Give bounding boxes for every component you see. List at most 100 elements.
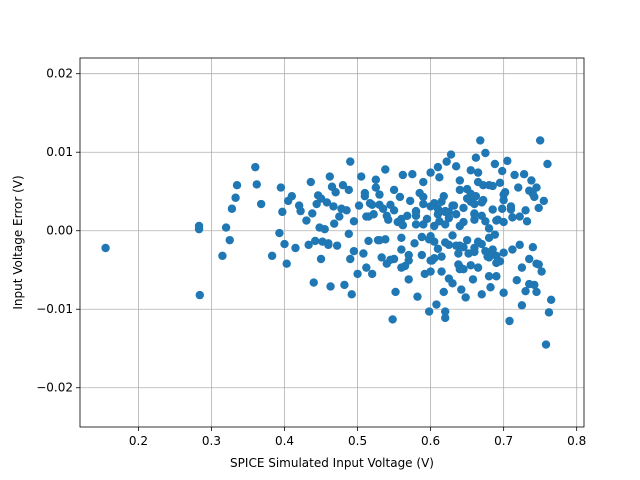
data-point — [359, 249, 368, 258]
data-point — [375, 190, 384, 199]
data-point — [503, 156, 512, 166]
data-point — [316, 194, 326, 203]
data-point — [462, 235, 472, 245]
data-point — [525, 186, 534, 195]
data-point — [316, 254, 326, 264]
data-point — [287, 191, 297, 201]
data-point — [296, 206, 305, 216]
data-point — [522, 217, 532, 226]
data-point — [455, 221, 465, 231]
data-point — [488, 245, 497, 254]
data-point — [335, 212, 344, 221]
data-point — [525, 254, 534, 264]
data-point — [441, 220, 450, 229]
data-point — [346, 254, 355, 264]
data-point — [471, 153, 481, 162]
data-point — [419, 177, 428, 187]
data-point — [419, 192, 428, 202]
data-point — [525, 279, 534, 289]
data-point — [357, 172, 366, 181]
data-point — [397, 214, 406, 224]
data-point — [225, 235, 234, 245]
data-point — [481, 148, 490, 158]
data-point — [514, 183, 523, 192]
data-point — [231, 193, 240, 202]
data-point — [451, 241, 461, 250]
data-point — [388, 315, 397, 324]
data-point — [481, 217, 490, 226]
data-point — [535, 136, 545, 145]
data-point — [466, 189, 475, 199]
data-point — [389, 254, 399, 264]
data-point — [411, 220, 421, 229]
data-point — [495, 178, 505, 188]
data-point — [543, 159, 552, 169]
data-point — [499, 195, 508, 205]
data-point — [532, 287, 541, 297]
data-point — [364, 236, 373, 246]
data-point — [439, 287, 448, 297]
data-point — [477, 198, 486, 207]
data-point — [397, 245, 406, 254]
data-point — [448, 201, 457, 210]
data-point — [430, 254, 439, 263]
data-point — [528, 243, 538, 252]
data-point — [505, 316, 514, 326]
data-point — [375, 235, 384, 245]
data-point — [455, 176, 465, 185]
data-point — [466, 261, 475, 270]
data-point — [546, 295, 556, 305]
data-point — [404, 275, 413, 284]
y-tick-label: −0.02 — [36, 381, 73, 395]
data-point — [405, 196, 415, 206]
data-point — [398, 170, 408, 180]
data-point — [308, 209, 317, 218]
data-point — [346, 157, 355, 166]
data-point — [506, 205, 516, 214]
data-point — [349, 246, 359, 256]
data-point — [426, 232, 435, 241]
data-point — [369, 210, 378, 219]
data-point — [367, 200, 377, 210]
data-point — [532, 183, 541, 192]
plot-frame — [79, 57, 585, 428]
data-point — [473, 263, 483, 272]
data-point — [344, 185, 353, 195]
data-point — [486, 283, 495, 292]
data-point — [541, 340, 551, 349]
data-point — [441, 206, 450, 216]
data-point — [329, 219, 339, 228]
y-axis-label: Input Voltage Error (V) — [11, 175, 25, 309]
data-point — [476, 136, 485, 145]
data-point — [537, 267, 546, 276]
data-point — [484, 233, 494, 242]
data-point — [251, 162, 260, 172]
data-point — [413, 292, 422, 301]
data-point — [389, 206, 399, 215]
data-point — [508, 245, 517, 254]
data-point — [539, 196, 549, 206]
data-point — [381, 165, 390, 174]
data-point — [331, 188, 340, 197]
data-point — [499, 288, 508, 297]
data-point — [256, 199, 266, 209]
data-point — [515, 212, 524, 221]
data-point — [499, 217, 508, 227]
data-point — [497, 204, 507, 213]
data-point — [466, 166, 475, 175]
data-point — [544, 308, 554, 317]
data-point — [377, 253, 386, 262]
data-point — [432, 300, 441, 309]
data-point — [408, 170, 417, 179]
x-tick-label: 0.5 — [348, 434, 367, 448]
data-point — [342, 206, 351, 215]
data-point — [362, 212, 371, 221]
data-point — [517, 263, 527, 272]
data-point — [417, 232, 427, 242]
data-point — [218, 251, 227, 261]
data-point — [499, 248, 508, 257]
data-point — [441, 307, 450, 316]
data-point — [371, 175, 381, 184]
data-point — [195, 290, 204, 300]
x-tick-label: 0.8 — [567, 434, 586, 448]
